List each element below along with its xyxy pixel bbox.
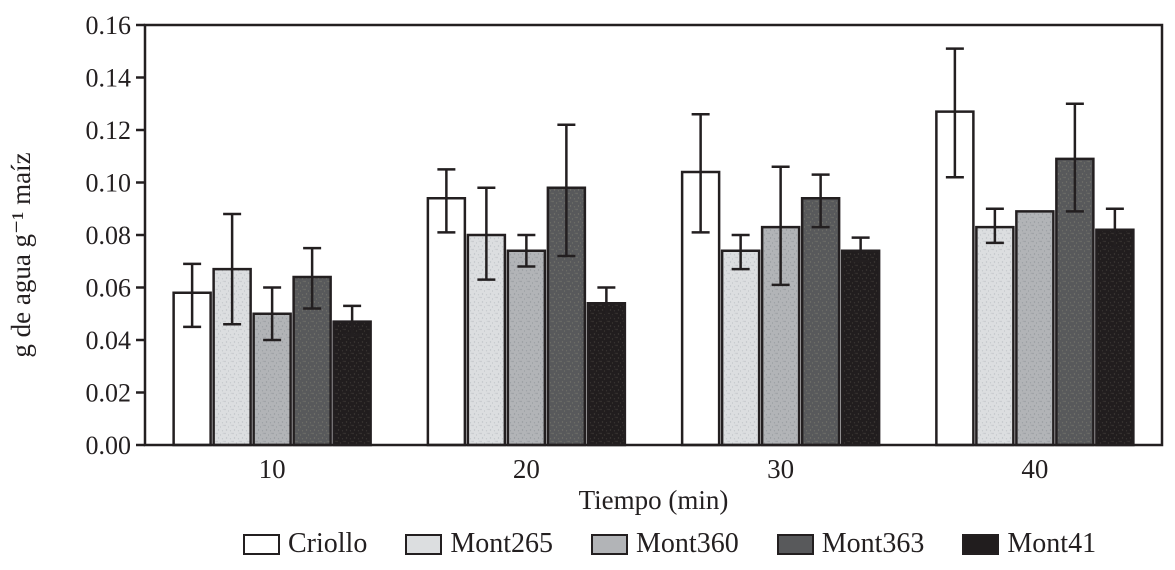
legend-label: Mont363: [821, 528, 925, 559]
y-axis-tick-label: 0.10: [86, 169, 132, 198]
y-axis-tick-label: 0.08: [86, 221, 132, 250]
y-axis-tick-label: 0.00: [86, 431, 132, 460]
legend-label: Mont360: [636, 528, 739, 559]
legend-item-criollo: Criollo: [243, 530, 367, 558]
bar-mont41-20: [586, 302, 627, 447]
legend-swatch-mont265: [405, 533, 443, 555]
legend-item-mont265: Mont265: [405, 530, 553, 558]
x-axis-label: 10: [259, 454, 286, 484]
legend-swatch-mont41: [962, 533, 1000, 555]
bar-mont363-30: [800, 197, 841, 447]
legend-swatch-mont363: [776, 533, 814, 555]
legend-swatch-mont360: [591, 533, 629, 555]
x-axis-title: Tiempo (min): [579, 485, 729, 515]
y-axis-tick-label: 0.16: [86, 11, 132, 40]
legend-item-mont360: Mont360: [591, 530, 739, 558]
bar-mont41-10: [332, 320, 372, 447]
y-axis-tick-label: 0.06: [86, 274, 132, 303]
bar-criollo-20: [426, 197, 467, 447]
x-axis-label: 30: [767, 454, 794, 484]
y-axis-tick-label: 0.12: [86, 116, 132, 145]
bar-mont360-40: [1015, 210, 1055, 447]
x-axis-label: 40: [1021, 454, 1048, 484]
x-axis-label: 20: [513, 454, 540, 484]
y-axis-tick-label: 0.14: [86, 64, 132, 93]
legend-swatch-criollo: [243, 533, 280, 555]
bar-mont265-40: [975, 225, 1015, 447]
legend-item-mont41: Mont41: [962, 530, 1096, 558]
legend-item-mont363: Mont363: [776, 528, 925, 559]
legend-label: Mont41: [1007, 528, 1097, 559]
legend: Criollo Mont265 Mont360 Mont363 Mont41: [243, 530, 1096, 558]
legend-label: Criollo: [288, 528, 368, 559]
bar-mont360-20: [506, 249, 547, 447]
y-axis-title: g de agua g⁻¹ maíz: [6, 152, 36, 357]
y-axis-tick-label: 0.02: [86, 379, 132, 408]
legend-label: Mont265: [450, 528, 554, 559]
plot-border: [143, 23, 1164, 447]
bar-mont41-30: [840, 249, 881, 447]
bar-mont41-40: [1095, 228, 1135, 447]
y-axis-tick-label: 0.04: [86, 326, 132, 355]
bar-mont265-30: [720, 249, 761, 447]
